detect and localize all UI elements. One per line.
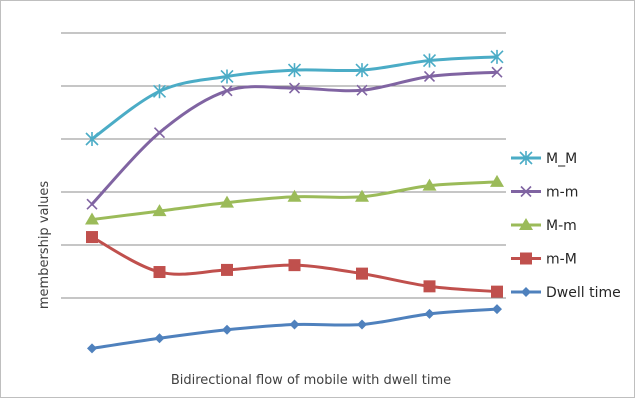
data-point-marker <box>355 63 369 78</box>
legend-label: M-m <box>546 218 577 234</box>
data-point-marker <box>491 285 503 298</box>
data-point-marker <box>287 189 302 202</box>
data-point-marker <box>222 324 232 335</box>
data-point-marker <box>287 63 302 78</box>
data-point-marker <box>220 69 234 84</box>
data-point-marker <box>356 267 368 280</box>
legend-marker <box>521 287 531 297</box>
data-point-marker <box>289 319 300 330</box>
data-point-marker <box>85 212 99 225</box>
y-axis-label: membership values <box>37 181 52 309</box>
data-point-marker <box>153 127 166 139</box>
data-point-marker <box>422 53 437 68</box>
legend-marker <box>519 218 533 230</box>
x-axis-label: Bidirectional flow of mobile with dwell … <box>171 373 451 388</box>
series-m-m <box>86 231 503 298</box>
data-point-marker <box>221 85 233 97</box>
data-point-marker <box>85 132 99 146</box>
legend-label: m-M <box>546 252 577 268</box>
legend-marker <box>519 151 533 165</box>
legend-item: Dwell time <box>511 285 621 301</box>
data-point-marker <box>288 82 301 94</box>
data-point-marker <box>87 343 97 354</box>
data-point-marker <box>357 319 367 330</box>
data-point-marker <box>355 189 369 202</box>
data-point-marker <box>86 198 98 210</box>
series-m-m <box>86 66 503 210</box>
legend: M_M m-m M-m m-M Dwell time <box>511 151 621 301</box>
data-point-marker <box>492 304 502 315</box>
series-m-m <box>85 49 504 146</box>
legend-item: m-m <box>511 185 578 201</box>
legend-item: m-M <box>511 252 577 268</box>
legend-marker <box>520 185 532 198</box>
data-point-marker <box>288 259 301 272</box>
data-point-marker <box>491 66 503 78</box>
data-point-marker <box>490 174 504 187</box>
gridlines <box>61 32 506 299</box>
data-point-marker <box>86 231 98 244</box>
data-point-marker <box>153 266 166 279</box>
legend-marker <box>520 252 532 265</box>
data-point-marker <box>423 280 436 293</box>
data-point-marker <box>152 204 167 217</box>
data-point-marker <box>423 70 436 83</box>
legend-label: Dwell time <box>546 285 621 301</box>
data-point-marker <box>221 263 233 276</box>
data-point-marker <box>424 308 435 319</box>
legend-item: M_M <box>511 151 577 167</box>
data-point-marker <box>152 84 167 99</box>
data-point-marker <box>356 84 368 96</box>
series-m-m <box>85 174 504 225</box>
legend-label: M_M <box>546 151 577 167</box>
data-point-marker <box>220 195 234 208</box>
data-point-marker <box>490 49 504 64</box>
series-dwell-time <box>87 304 502 354</box>
series-lines <box>85 49 504 354</box>
legend-label: m-m <box>546 185 578 201</box>
data-point-marker <box>154 333 165 344</box>
data-point-marker <box>422 178 437 191</box>
legend-item: M-m <box>511 218 577 234</box>
